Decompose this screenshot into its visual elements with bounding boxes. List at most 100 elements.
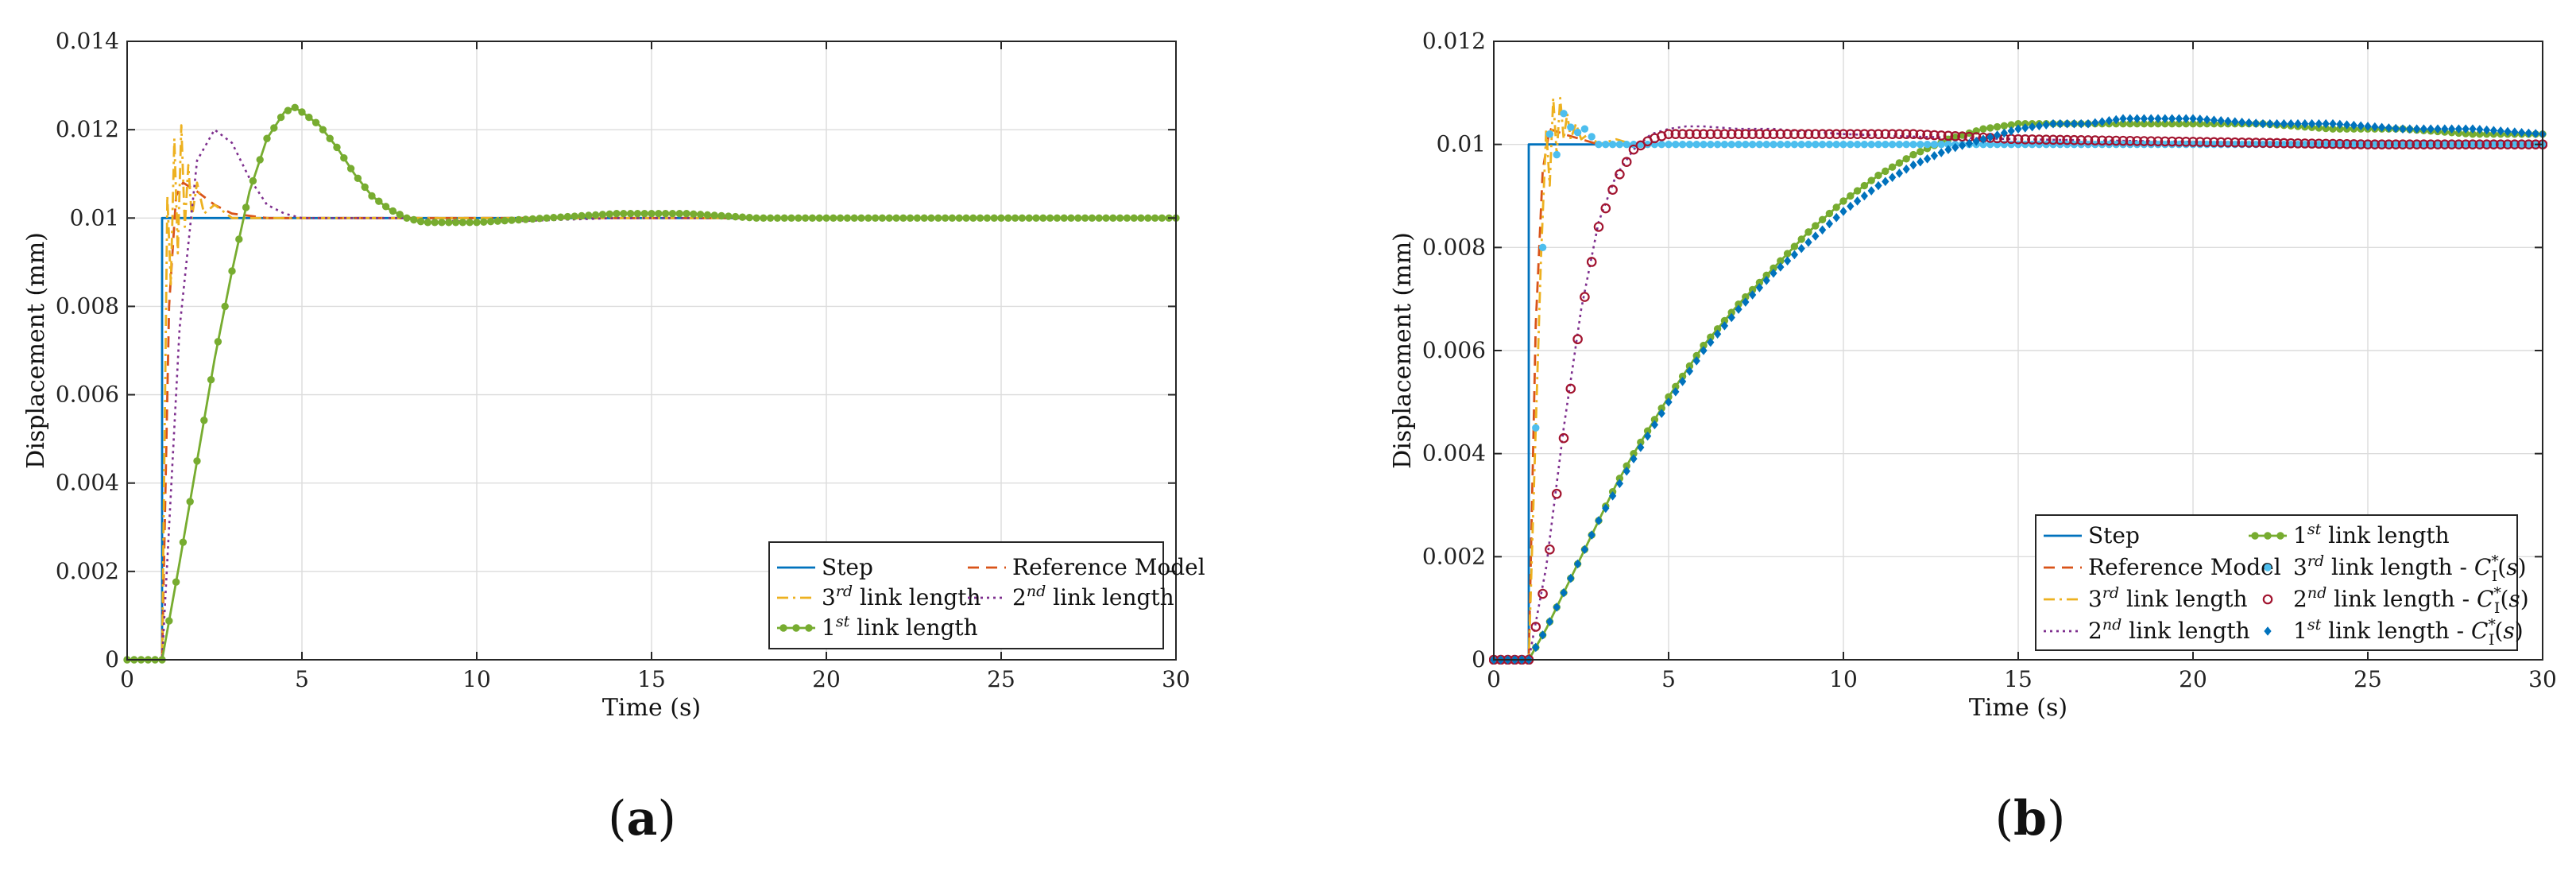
series-1st-link-length-c-i-s-marker [2119,114,2127,124]
series-3rd-link-length-c-i-s-marker [1608,140,1617,149]
series-1st-link-length-c-i-s-marker [2161,114,2169,124]
series-1st-link-length-c-i-s-marker [2259,118,2267,129]
series-2nd-link-length-c-i-s-marker [2139,136,2149,146]
series-2nd-link-length-c-i-s-marker [1859,129,1870,139]
legend-entry-1st-link-length-marker [792,624,800,632]
series-1st-link-length-c-i-s-marker [2454,124,2463,134]
series-1st-link-length-marker [780,214,788,222]
series-1st-link-length-marker [1860,181,1869,190]
legend-entry-3rd-link-length: 3rd link length [777,583,981,610]
series-1st-link-length-c-i-s-marker [1797,243,1805,254]
series-3rd-link-length-c-i-s-marker [1909,140,1917,149]
series-1st-link-length-marker [389,207,397,215]
series-2nd-link-length-c-i-s-marker [1887,129,1897,139]
series-1st-link-length-marker [571,212,578,220]
series-3rd-link-length-c-i-s-marker [1762,140,1770,149]
series-2nd-link-length-c-i-s-marker [2272,138,2282,149]
series-1st-link-length-c-i-s-marker [2252,118,2260,128]
series-2nd-link-length-c-i-s-marker [2020,134,2031,145]
series-1st-link-length-marker [1088,214,1097,222]
series-1st-link-length-marker [1032,214,1040,222]
series-1st-link-length-c-i-s-marker [1580,545,1589,555]
series-2nd-link-length-c-i-s-marker [1607,184,1618,196]
series-1st-link-length-c-i-s-marker [2532,129,2539,138]
series-2nd-link-length-c-i-s-marker [1929,130,1940,141]
series-1st-link-length-c-i-s-marker [2301,118,2309,129]
series-1st-link-length-c-i-s-marker [2342,120,2351,130]
chart-panel-b: 0 5 10 15 20 25 30 0 0.002 0.004 0.006 0.008 0.01 0.0… [1389,28,2557,847]
series-1st-link-length-marker [948,214,957,222]
series-1st-link-length-c-i-s-marker [1588,530,1595,540]
series-1st-link-length-c-i-s-marker [1882,176,1889,187]
legend-entry-1st-link-length-marker [779,624,787,632]
series-2nd-link-length-c-i-s-marker [2446,139,2457,149]
series-1st-link-length-marker [1853,187,1862,195]
legend-entry-1st-link-length-marker [805,624,813,632]
series-1st-link-length-marker [528,215,537,223]
series-3rd-link-length-c-i-s-marker [1615,140,1624,149]
series-1st-link-length-marker [298,108,306,116]
series-1st-link-length-marker [508,216,516,224]
series-1st-link-length-marker [536,215,543,223]
series-1st-link-length-marker [326,134,334,142]
series-2nd-link-length-c-i-s-marker [2292,138,2303,149]
series-1st-link-length-c-i-s-marker [2476,125,2484,134]
series-2nd-link-length-c-i-s-marker [2167,136,2177,147]
series-1st-link-length-c-i-s-marker [2489,126,2498,135]
series-1st-link-length-c-i-s-marker [1538,630,1547,640]
series-3rd-link-length-c-i-s-marker [1685,140,1694,149]
series-2nd-link-length-c-i-s-marker [2299,138,2311,149]
series-1st-link-length-c-i-s-marker [1888,172,1897,182]
series-1st-link-length-marker [822,214,830,222]
series-1st-link-length-c-i-s-marker [2014,124,2022,134]
series-2nd-link-length-c-i-s-marker [1740,129,1751,139]
series-1st-link-length-c-i-s-marker [2182,114,2190,124]
series-3rd-link-length-c-i-s-marker [1560,110,1568,118]
series-1st-link-length-marker [249,176,257,185]
series-2nd-link-length-c-i-s-marker [2285,138,2296,149]
series-1st-link-length-marker [1109,214,1117,222]
series-1st-link-length-marker [1986,124,1994,132]
series-1st-link-length-c-i-s-marker [2238,117,2246,127]
series-1st-link-length-marker [403,214,411,222]
series-1st-link-length-c-i-s-marker [2126,114,2134,124]
series-reference-model-line [127,181,1176,661]
series-1st-link-length-marker [934,214,942,222]
series-1st-link-length-marker [1025,214,1033,222]
series-1st-link-length-c-i-s-marker [2133,114,2141,124]
series-1st-link-length-c-i-s-marker [1790,250,1799,260]
series-1st-link-length-marker [361,183,369,192]
series-2nd-link-length-c-i-s-marker [2489,139,2499,149]
series-1st-link-length-marker [1790,242,1799,250]
series-1st-link-length-c-i-s-marker [2504,126,2512,137]
series-1st-link-length-c-i-s-marker [1608,491,1617,501]
series-1st-link-length-c-i-s-marker [1986,132,1994,142]
series-1st-link-length-c-i-s-marker [1742,297,1750,307]
series-2nd-link-length-c-i-s-marker [2307,138,2317,149]
series-1st-link-length-marker [277,113,285,122]
series-1st-link-length-c-i-s-marker [1951,142,1959,153]
series-1st-link-length-marker [493,217,502,225]
series-1st-link-length-marker [920,214,928,222]
series-3rd-link-length-c-i-s-marker [1882,140,1889,149]
series-1st-link-length-c-i-s-marker [2077,118,2085,129]
series-1st-link-length-c-i-s-marker [2168,114,2176,124]
series-2nd-link-length-c-i-s-marker [2118,135,2129,146]
series-1st-link-length-c-i-s-marker [2441,124,2449,134]
series-1st-link-length-marker [521,215,530,223]
x-tick-label: 0 [120,666,134,692]
series-2nd-link-length-c-i-s-marker [1957,131,1967,142]
series-1st-link-length-marker [1095,214,1103,222]
legend-entry-2nd-link-length-label: 2nd link length [1012,583,1174,610]
series-2nd-link-length-c-i-s-marker [2495,139,2506,149]
series-3rd-link-length-c-i-s-marker [1538,243,1547,252]
series-1st-link-length-c-i-s-marker [1643,431,1652,441]
series-1st-link-length-c-i-s-marker [2042,120,2050,130]
series-1st-link-length-c-i-s-marker [2154,114,2162,124]
series-1st-link-length-c-i-s-marker [2322,118,2330,129]
series-1st-link-length-marker [1882,167,1889,176]
series-1st-link-length-marker [864,214,872,222]
series-1st-link-length-c-i-s-marker [2307,118,2316,129]
legend: Step 3rd link length 1st link length Refere… [768,541,1205,649]
series-2nd-link-length-c-i-s-marker [2257,138,2269,149]
